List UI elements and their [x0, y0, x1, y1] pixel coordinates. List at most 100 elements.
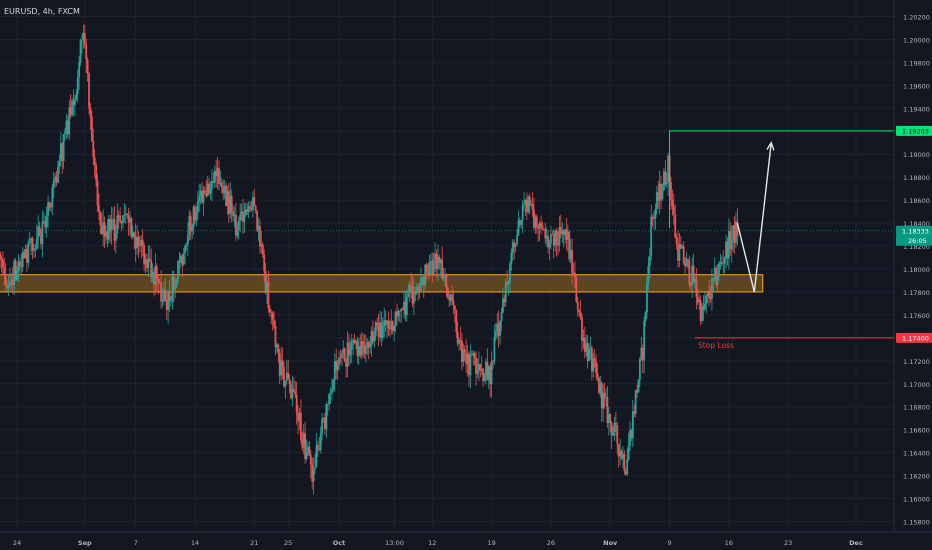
candle [161, 287, 164, 308]
candle [694, 273, 696, 289]
candle-body [462, 349, 465, 362]
candle-body [552, 234, 555, 246]
price-axis-background[interactable] [894, 0, 932, 532]
candle-body [566, 231, 569, 240]
candle-body [487, 366, 490, 381]
time-axis-background[interactable] [0, 532, 932, 550]
candle [185, 242, 188, 251]
candle-body [459, 340, 462, 341]
candle [171, 270, 174, 310]
candle [109, 214, 112, 243]
candle-body [261, 244, 264, 255]
candle-body [219, 182, 222, 184]
candle-body [469, 355, 472, 376]
candle-body [712, 277, 715, 279]
candle [446, 286, 449, 300]
candle [530, 199, 533, 207]
candle [516, 228, 518, 246]
candle-body [184, 245, 186, 254]
candle-body [364, 347, 367, 354]
candle-body [284, 380, 287, 387]
candle-body [374, 322, 377, 336]
candle-body [124, 213, 127, 215]
candle-body [295, 394, 298, 413]
candle [490, 351, 493, 398]
candle-body [613, 422, 616, 433]
candle-body [702, 306, 705, 310]
candle-body [598, 377, 600, 393]
candle-body [342, 348, 345, 354]
candle [609, 413, 612, 433]
candle [266, 275, 268, 305]
symbol-title[interactable]: EURUSD, 4h, FXCM [4, 7, 80, 16]
candle-body [431, 261, 434, 275]
candle [350, 333, 353, 363]
candle-body [610, 422, 613, 436]
candle [547, 229, 549, 254]
y-tick-label: 1.16400 [903, 450, 930, 458]
candle-body [655, 192, 658, 210]
candle-body [37, 226, 40, 239]
candle [396, 303, 398, 326]
candle [352, 338, 355, 356]
trade-overlays: Stop Loss [0, 130, 894, 350]
x-tick-label: 7 [134, 539, 138, 547]
candle [462, 343, 465, 367]
candle [377, 313, 380, 347]
candle-body [713, 267, 716, 279]
candle-body [504, 282, 507, 303]
candle [259, 218, 261, 254]
candle-body [164, 289, 167, 301]
candle [318, 437, 321, 452]
candle-body [27, 242, 30, 263]
candle [294, 381, 297, 399]
candle [195, 205, 198, 227]
candle-body [288, 379, 291, 385]
candle [424, 263, 427, 291]
candle [288, 373, 291, 394]
candle [233, 206, 236, 228]
candle [7, 274, 10, 296]
candle [411, 274, 414, 308]
candle [517, 210, 520, 237]
projection-path[interactable] [736, 142, 772, 293]
candle-body [653, 218, 655, 219]
candle [102, 209, 105, 247]
candle-body [205, 192, 208, 197]
candle-body [405, 296, 408, 316]
candle-body [31, 237, 34, 251]
candle-body [333, 360, 336, 380]
candle [638, 357, 641, 388]
candle-body [506, 282, 509, 285]
candle-body [377, 325, 380, 337]
candle [722, 249, 725, 274]
candle [631, 400, 634, 448]
candle [525, 192, 528, 221]
candle-body [500, 312, 503, 322]
candle-body [339, 357, 342, 359]
candle [613, 416, 616, 441]
candle [664, 160, 667, 187]
target-line[interactable] [669, 130, 894, 228]
candle [47, 195, 49, 229]
candle-body [191, 227, 194, 232]
stop-loss-text: Stop Loss [698, 341, 734, 350]
candle [713, 257, 716, 283]
candle [34, 244, 37, 258]
candle-body [622, 454, 624, 459]
candle-body [586, 343, 589, 361]
candle [654, 203, 657, 230]
candle-body [654, 209, 657, 219]
candle-body [4, 274, 7, 285]
candle [72, 89, 75, 117]
candle [150, 248, 153, 283]
candle [24, 244, 27, 259]
candle [205, 180, 208, 199]
candle [493, 324, 496, 365]
candle-body [170, 300, 172, 302]
candle-body [99, 211, 102, 226]
candle [301, 431, 304, 451]
candle [42, 212, 45, 224]
candle [465, 339, 468, 373]
